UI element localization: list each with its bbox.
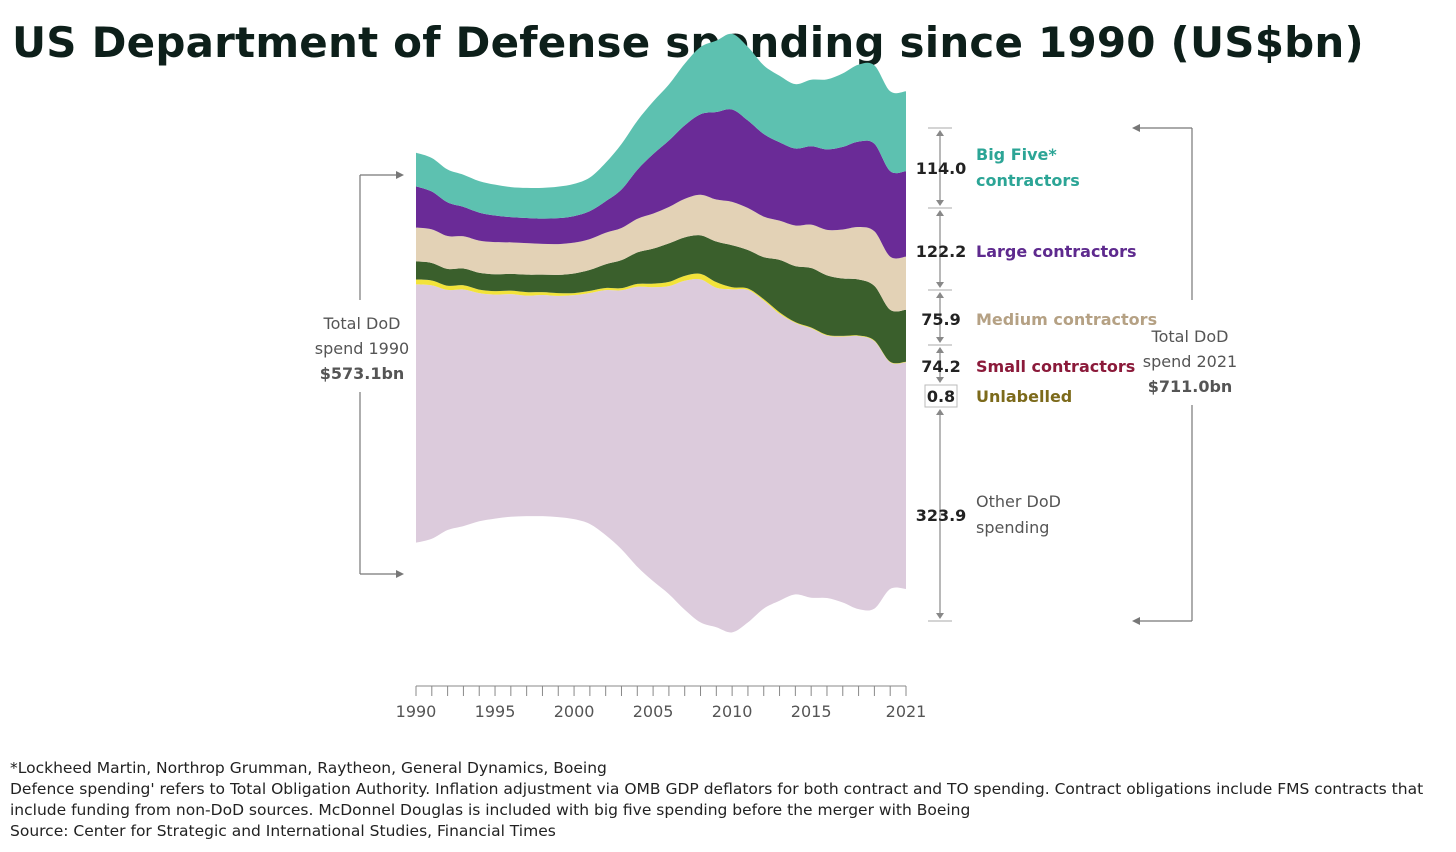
arrow-head-right <box>396 171 404 179</box>
series-name: Big Five* <box>976 145 1057 164</box>
series-value-2021: 74.2 <box>921 357 960 376</box>
arrow-head-down <box>936 282 944 288</box>
area-other-dod-spending <box>416 278 906 633</box>
x-axis: 1990 1995 2000 2005 2010 2015 2021 <box>396 685 927 721</box>
arrow-head-up <box>936 210 944 216</box>
series-name-line2: spending <box>976 518 1049 537</box>
arrow-head-up <box>936 292 944 298</box>
series-name: Medium contractors <box>976 310 1157 329</box>
unlabelled-value-box <box>924 384 958 408</box>
x-tick-label: 2010 <box>712 702 753 721</box>
series-value-2021: 75.9 <box>921 310 960 329</box>
x-tick-label: 2015 <box>791 702 832 721</box>
arrow-head-down <box>936 200 944 206</box>
chart-title: US Department of Defense spending since … <box>12 18 1364 67</box>
footnote-source: Source: Center for Strategic and Interna… <box>10 822 556 840</box>
area-large-contractors <box>416 109 906 259</box>
total-2021-line2: spend 2021 <box>1143 352 1237 371</box>
series-name-line2: contractors <box>976 171 1080 190</box>
area-medium-contractors <box>416 194 906 312</box>
x-tick-label: 2021 <box>886 702 927 721</box>
footnote-definition: Defence spending' refers to Total Obliga… <box>10 780 1424 819</box>
total-1990-bracket: Total DoD spend 1990 $573.1bn <box>315 171 409 578</box>
arrow-head-up <box>936 409 944 415</box>
total-2021-bracket: Total DoD spend 2021 $711.0bn <box>1132 124 1237 625</box>
series-name: Large contractors <box>976 242 1137 261</box>
footnote-big-five: *Lockheed Martin, Northrop Grumman, Rayt… <box>10 759 607 777</box>
arrow-head-left <box>1132 617 1140 625</box>
arrow-head-up <box>936 130 944 136</box>
series-labels: 114.0 Big Five* contractors 122.2 Large cont… <box>916 127 1157 622</box>
streamgraph-chart: 1990 1995 2000 2005 2010 2015 2021 114.0 Big Fi… <box>315 33 1237 721</box>
arrow-head-left <box>1132 124 1140 132</box>
total-2021-value: $711.0bn <box>1148 377 1233 396</box>
series-name: Small contractors <box>976 357 1135 376</box>
arrow-head-down <box>936 337 944 343</box>
arrow-head-down <box>936 613 944 619</box>
series-value-2021: 122.2 <box>916 242 967 261</box>
x-tick-label: 1995 <box>475 702 516 721</box>
series-value-2021: 323.9 <box>916 506 967 525</box>
stream-areas <box>416 33 906 633</box>
arrow-head-up <box>936 347 944 353</box>
total-1990-value: $573.1bn <box>320 364 405 383</box>
x-tick-label: 2005 <box>633 702 674 721</box>
area-small-contractors <box>416 235 906 364</box>
series-name: Unlabelled <box>976 387 1072 406</box>
series-name: Other DoD <box>976 492 1061 511</box>
chart-notes: *Lockheed Martin, Northrop Grumman, Rayt… <box>10 758 1446 842</box>
total-1990-line1: Total DoD <box>323 314 401 333</box>
arrow-head-right <box>396 570 404 578</box>
x-tick-label: 2000 <box>554 702 595 721</box>
series-value-2021: 0.8 <box>927 387 955 406</box>
arrow-head-down <box>936 377 944 383</box>
total-1990-line2: spend 1990 <box>315 339 409 358</box>
area-big-five-contractors <box>416 33 906 219</box>
total-2021-line1: Total DoD <box>1151 327 1229 346</box>
series-value-2021: 114.0 <box>916 159 967 178</box>
x-tick-label: 1990 <box>396 702 437 721</box>
